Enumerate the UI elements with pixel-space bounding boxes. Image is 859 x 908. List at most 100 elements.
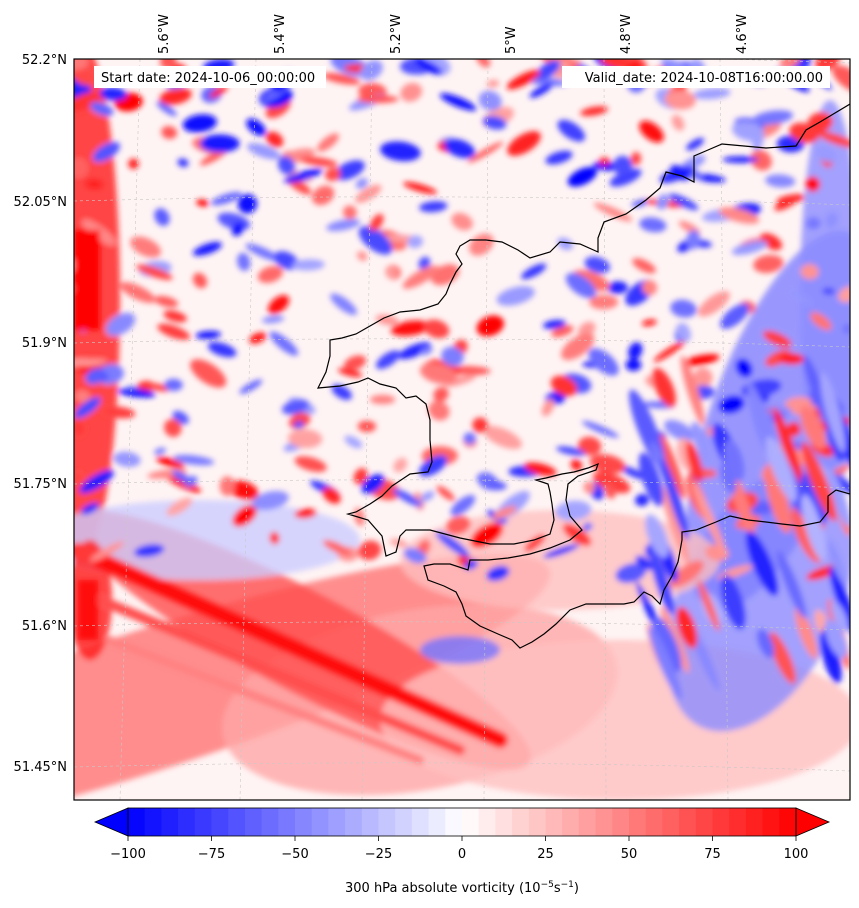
vorticity-cell — [589, 454, 626, 474]
colorbar-tick-label: 100 — [784, 847, 809, 862]
vorticity-streak — [773, 407, 805, 488]
vorticity-streak — [800, 405, 826, 450]
vorticity-blob — [420, 636, 500, 664]
vorticity-cell — [639, 217, 667, 233]
vorticity-streak — [827, 539, 846, 584]
start-date-label: Start date: 2024-10-06_00:00:00 — [101, 71, 315, 86]
vorticity-cell — [74, 397, 101, 419]
vorticity-cell — [630, 152, 642, 166]
vorticity-cell — [613, 155, 633, 175]
vorticity-cell — [815, 146, 837, 163]
colorbar-segment — [278, 808, 296, 836]
vorticity-cell — [419, 455, 448, 477]
vorticity-streak — [659, 483, 690, 565]
colorbar-segment — [462, 808, 480, 836]
colorbar-segment — [629, 808, 647, 836]
vorticity-cell — [380, 141, 421, 162]
vorticity-cell — [283, 168, 323, 183]
vorticity-cell — [664, 419, 695, 442]
vorticity-cell — [265, 131, 284, 148]
colorbar-segment — [311, 808, 329, 836]
vorticity-streak — [820, 629, 842, 684]
vorticity-cell — [753, 254, 784, 273]
vorticity-cell — [482, 115, 507, 130]
vorticity-cell — [269, 331, 299, 356]
vorticity-cell — [521, 263, 547, 280]
vorticity-cell — [582, 420, 619, 438]
longitude-ticks: 5.6°W 5.4°W 5.2°W 5°W 4.8°W 4.6°W — [157, 14, 750, 54]
vorticity-cell — [653, 340, 686, 362]
vorticity-cell — [787, 422, 801, 437]
vorticity-streak — [720, 574, 746, 630]
vorticity-cell — [74, 59, 87, 71]
vorticity-cell — [326, 219, 361, 232]
vorticity-cell — [375, 314, 399, 326]
colorbar-extend-high — [795, 807, 831, 837]
colorbar-tick-label: 25 — [537, 847, 554, 862]
vorticity-cell — [580, 106, 609, 117]
vorticity-cell — [92, 142, 121, 162]
vorticity-cell — [247, 143, 281, 160]
vorticity-cell — [542, 319, 566, 329]
vorticity-cell — [436, 485, 455, 501]
colorbar-segment — [178, 808, 196, 836]
vorticity-cell — [251, 490, 289, 511]
vorticity-cell — [293, 420, 304, 429]
vorticity-cell — [343, 205, 357, 220]
vorticity-cell — [604, 483, 616, 499]
parallel-line — [74, 338, 850, 348]
vorticity-cell — [163, 310, 187, 323]
colorbar-segment — [779, 808, 797, 836]
vorticity-cell — [74, 359, 107, 366]
colorbar-segment — [729, 808, 747, 836]
vorticity-cell — [635, 555, 653, 571]
vorticity-cell — [423, 319, 450, 339]
vorticity-cell — [261, 315, 285, 324]
vorticity-cell — [106, 312, 136, 336]
vorticity-cell — [317, 133, 340, 152]
vorticity-cell — [467, 141, 504, 163]
vorticity-field — [74, 59, 850, 800]
colorbar-segment — [512, 808, 530, 836]
vorticity-cell — [557, 119, 586, 142]
vorticity-cell — [476, 59, 491, 68]
vorticity-cell — [330, 293, 357, 315]
vorticity-cell — [619, 465, 649, 481]
colorbar-segment — [378, 808, 396, 836]
vorticity-cell — [74, 471, 84, 483]
vorticity-cell — [583, 481, 596, 494]
vorticity-cell — [765, 174, 796, 188]
vorticity-cell — [668, 193, 699, 211]
parallel-line — [74, 196, 850, 206]
vorticity-cell — [355, 184, 382, 203]
colorbar-segment — [244, 808, 263, 836]
vorticity-streak — [638, 452, 664, 507]
vorticity-cell — [589, 294, 619, 310]
vorticity-cell — [632, 258, 656, 274]
vorticity-cell — [607, 281, 628, 294]
vorticity-cell — [357, 95, 399, 103]
vorticity-cell — [609, 168, 642, 187]
vorticity-cell — [578, 321, 596, 337]
vorticity-cell — [838, 286, 850, 303]
colorbar-tick-label: −50 — [281, 847, 308, 862]
vorticity-cell — [476, 472, 495, 486]
vorticity-cell — [496, 286, 535, 306]
vorticity-cell — [572, 269, 610, 292]
vorticity-cell — [403, 182, 437, 194]
vorticity-cell — [551, 325, 574, 338]
vorticity-cell — [343, 355, 367, 371]
vorticity-cell — [625, 359, 642, 371]
colorbar-segment — [328, 808, 346, 836]
vorticity-cell — [722, 156, 759, 163]
vorticity-streak — [697, 579, 720, 631]
vorticity-cell — [774, 193, 801, 211]
longitude-tick-label: 4.6°W — [735, 14, 750, 54]
vorticity-cell — [102, 406, 136, 419]
parallel-line — [74, 621, 850, 631]
colorbar-segment — [261, 808, 279, 836]
longitude-tick-label: 5.2°W — [389, 14, 404, 54]
vorticity-cell — [177, 158, 189, 168]
vorticity-streak — [720, 463, 737, 494]
vorticity-cell — [85, 368, 106, 385]
